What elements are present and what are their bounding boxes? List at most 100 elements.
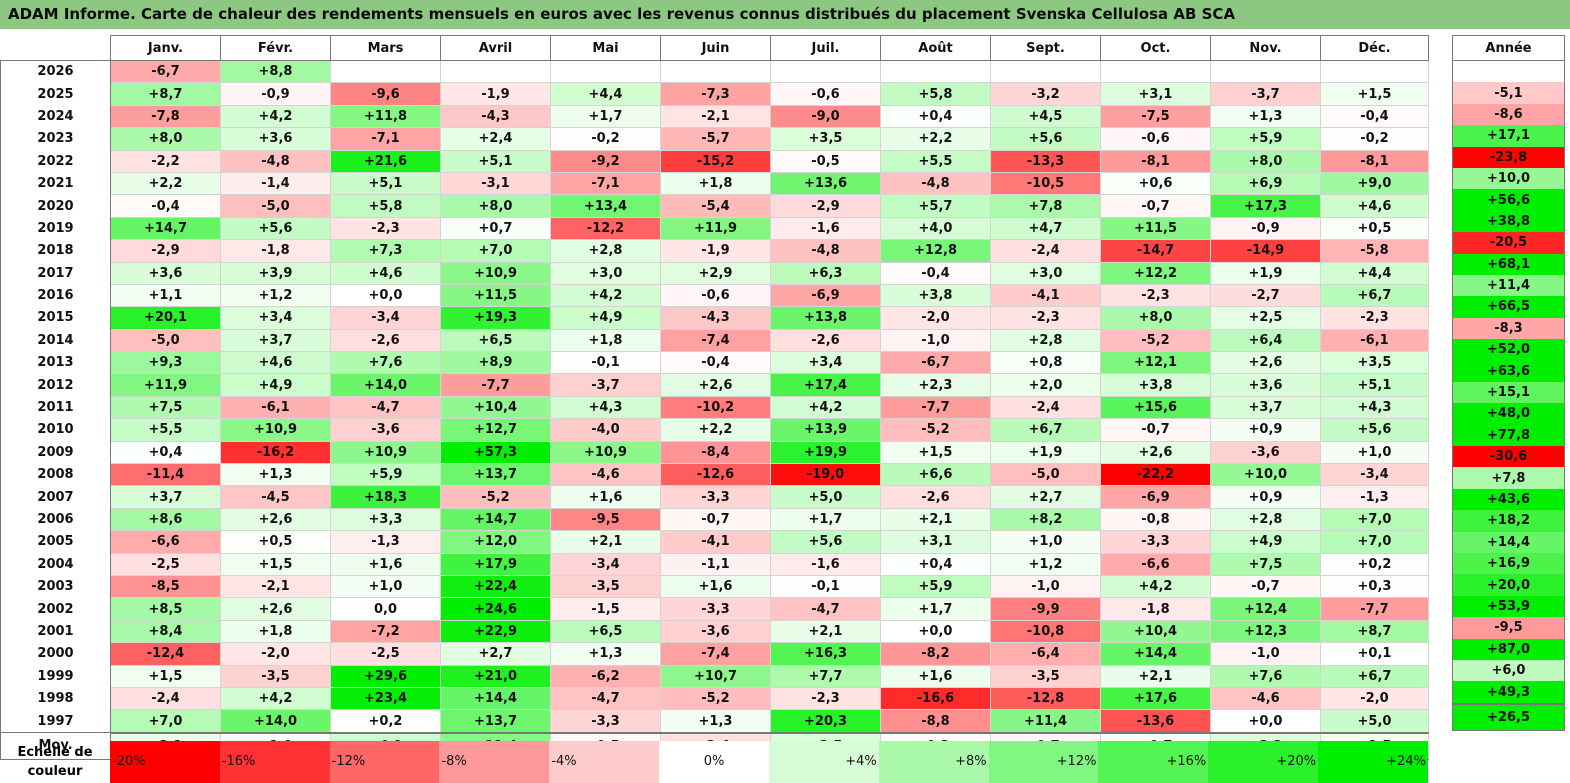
heatmap-cell: -2,1 xyxy=(220,574,331,599)
heatmap-cell: +7,5 xyxy=(1210,552,1321,576)
heatmap-cell: +4,4 xyxy=(1320,261,1429,285)
table-row: +66,5 xyxy=(1452,296,1565,318)
heatmap-cell: -8,4 xyxy=(660,440,771,465)
heatmap-cell: +1,0 xyxy=(1320,440,1429,465)
heatmap-cell: +17,4 xyxy=(770,373,881,397)
table-row: 2005 -6,6 +0,5 -1,3 +12,0 +2,1 -4,1 +5,6 +3,1 +1,… xyxy=(0,530,1429,554)
heatmap-cell: +8,7 xyxy=(1320,619,1429,644)
heatmap-cell: +1,6 xyxy=(550,485,661,509)
heatmap-cell: +2,5 xyxy=(1210,306,1321,330)
legend-swatch: +24% xyxy=(1318,741,1428,783)
heatmap-cell: +5,5 xyxy=(880,149,991,173)
heatmap-cell: +3,0 xyxy=(990,261,1101,285)
heatmap-cell: -10,2 xyxy=(660,395,771,420)
heatmap-cell: -4,6 xyxy=(1210,686,1321,711)
heatmap-cell: +8,9 xyxy=(440,351,551,375)
heatmap-cell: +13,8 xyxy=(770,306,881,330)
heatmap-cell: +1,6 xyxy=(660,574,771,599)
heatmap-cell: -2,0 xyxy=(880,306,991,330)
heatmap-cell: -2,9 xyxy=(770,194,881,218)
heatmap-cell: +1,5 xyxy=(1320,82,1429,106)
heatmap-cell: -4,5 xyxy=(220,485,331,509)
month-header: Avril xyxy=(440,35,551,61)
annual-cell: +15,1 xyxy=(1452,381,1565,404)
year-label: 2020 xyxy=(0,194,111,218)
heatmap-cell: +9,0 xyxy=(1320,171,1429,196)
heatmap-cell: +11,5 xyxy=(440,283,551,308)
heatmap-cell: -1,8 xyxy=(220,239,331,263)
heatmap-cell: +12,8 xyxy=(880,239,991,263)
heatmap-cell: +24,6 xyxy=(440,597,551,621)
heatmap-cell: +10,7 xyxy=(660,664,771,688)
heatmap-cell: +10,0 xyxy=(1210,463,1321,487)
heatmap-cell: -6,6 xyxy=(1100,552,1211,576)
heatmap-cell: -2,4 xyxy=(110,686,221,711)
heatmap-cell: -3,6 xyxy=(1210,440,1321,465)
table-row: 2019 +14,7 +5,6 -2,3 +0,7 -12,2 +11,9 -1,6 +4,0 +… xyxy=(0,216,1429,241)
heatmap-cell: +2,6 xyxy=(660,373,771,397)
heatmap-cell: -12,6 xyxy=(660,463,771,487)
annual-cell: +38,8 xyxy=(1452,210,1565,233)
heatmap-cell: -0,2 xyxy=(1320,127,1429,151)
heatmap-cell: +5,6 xyxy=(770,530,881,554)
table-row: +15,1 xyxy=(1452,381,1565,404)
heatmap-cell: +13,6 xyxy=(770,171,881,196)
heatmap-cell: +12,4 xyxy=(1210,597,1321,621)
heatmap-cell: +3,0 xyxy=(550,261,661,285)
heatmap-cell: +0,9 xyxy=(1210,485,1321,509)
heatmap-cell: -6,9 xyxy=(770,283,881,308)
heatmap-cell: +4,9 xyxy=(550,306,661,330)
legend-swatch: +16% xyxy=(1098,741,1209,783)
table-row: +10,0 xyxy=(1452,167,1565,190)
heatmap-cell: -9,9 xyxy=(990,597,1101,621)
heatmap-cell: -0,4 xyxy=(660,351,771,375)
table-row: 2026 -6,7 +8,8 xyxy=(0,59,1429,84)
table-row: -8,3 xyxy=(1452,317,1565,340)
year-label: 2015 xyxy=(0,306,111,330)
heatmap-cell: +13,9 xyxy=(770,418,881,442)
table-row: 2013 +9,3 +4,6 +7,6 +8,9 -0,1 -0,4 +3,4 -6,7 +0,8… xyxy=(0,351,1429,375)
heatmap-cell: -3,4 xyxy=(1320,463,1429,487)
annual-cell xyxy=(1452,60,1565,83)
heatmap-cell: -3,7 xyxy=(1210,82,1321,106)
annual-cell: +17,1 xyxy=(1452,125,1565,147)
heatmap-cell: -2,3 xyxy=(330,216,441,241)
year-label: 2005 xyxy=(0,530,111,554)
heatmap-cell: -14,9 xyxy=(1210,239,1321,263)
heatmap-cell: -7,3 xyxy=(660,82,771,106)
annual-cell: -9,5 xyxy=(1452,617,1565,639)
heatmap-cell: +3,4 xyxy=(220,306,331,330)
table-row: 2003 -8,5 -2,1 +1,0 +22,4 -3,5 +1,6 -0,1 +5,9 -1,… xyxy=(0,574,1429,599)
year-label: 2009 xyxy=(0,441,111,464)
year-label: 2025 xyxy=(0,82,111,106)
heatmap-cell: +0,2 xyxy=(330,709,441,734)
heatmap-cell: -5,0 xyxy=(110,328,221,353)
heatmap-cell: -5,4 xyxy=(660,194,771,218)
heatmap-cell: -4,3 xyxy=(440,104,551,129)
table-row: +20,0 xyxy=(1452,574,1565,596)
year-label: 2001 xyxy=(0,620,111,643)
table-row: +17,1 xyxy=(1452,125,1565,147)
heatmap-cell: -10,8 xyxy=(990,619,1101,644)
heatmap-cell: +20,1 xyxy=(110,306,221,330)
heatmap-cell: +5,8 xyxy=(330,194,441,218)
heatmap-cell: +8,8 xyxy=(220,59,331,84)
heatmap-cell: +6,5 xyxy=(550,619,661,644)
year-label: 2016 xyxy=(0,284,111,307)
heatmap-cell: +8,7 xyxy=(110,82,221,106)
heatmap-cell: -8,1 xyxy=(1100,149,1211,173)
table-row: -20,5 xyxy=(1452,232,1565,254)
heatmap-cell: -19,0 xyxy=(770,463,881,487)
heatmap-cell: -5,2 xyxy=(880,418,991,442)
legend-swatch: +12% xyxy=(988,741,1099,783)
annual-cell: -30,6 xyxy=(1452,446,1565,468)
heatmap-cell: +3,6 xyxy=(110,261,221,285)
heatmap-cell: +14,7 xyxy=(110,216,221,241)
month-header: Mars xyxy=(330,35,441,61)
year-label: 2004 xyxy=(0,553,111,576)
heatmap-cell xyxy=(440,59,551,84)
heatmap-cell: -0,9 xyxy=(1210,216,1321,241)
heatmap-cell: -8,2 xyxy=(880,642,991,666)
heatmap-cell: -5,2 xyxy=(440,485,551,509)
heatmap-cell: -14,7 xyxy=(1100,239,1211,263)
